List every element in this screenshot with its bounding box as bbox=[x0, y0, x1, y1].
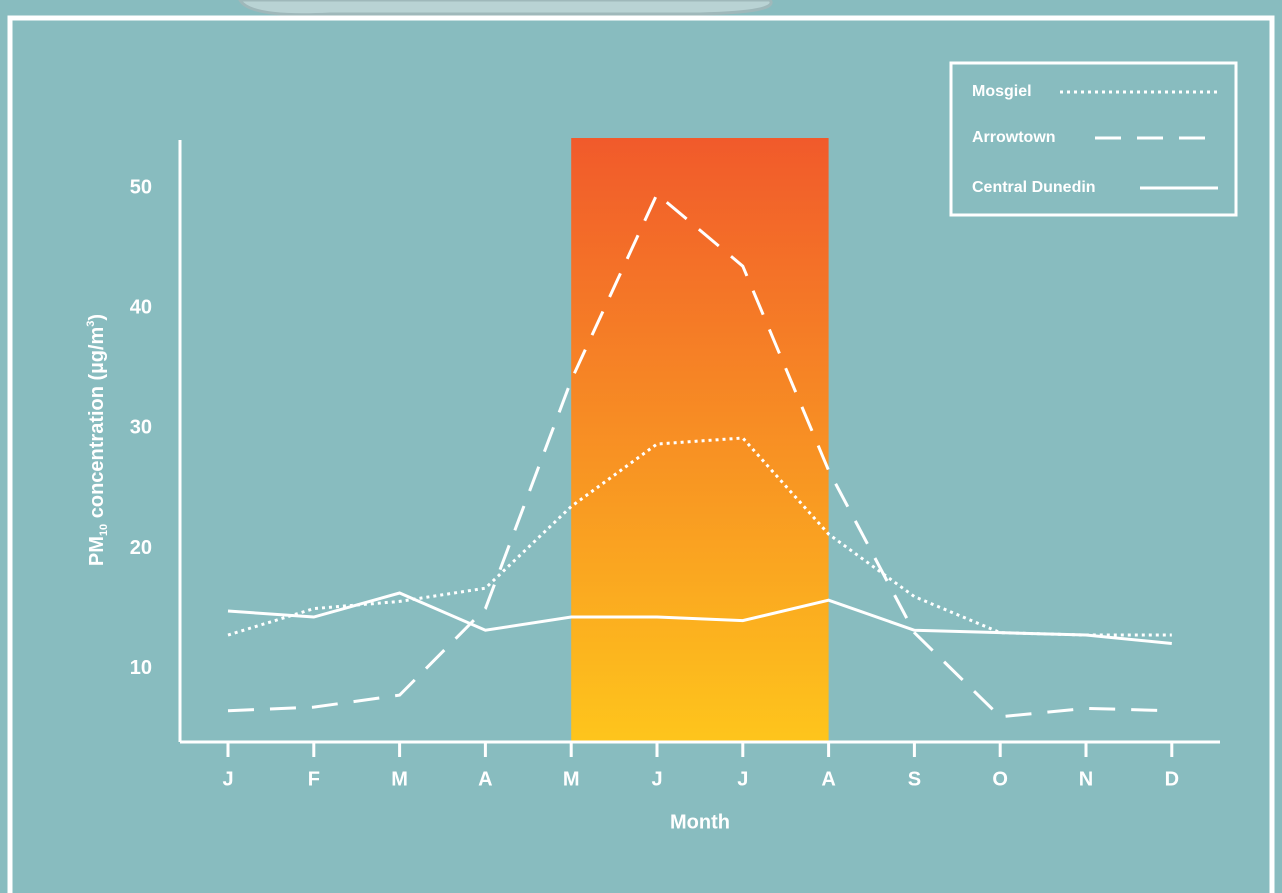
x-tick-label: F bbox=[308, 768, 320, 790]
page: 1020304050JFMAMJJASOND Month PM10 concen… bbox=[0, 0, 1282, 893]
x-tick-label: J bbox=[222, 768, 233, 790]
x-tick-label: S bbox=[908, 768, 921, 790]
y-tick-label: 40 bbox=[130, 297, 152, 319]
y-label-part: concentration (µg/m bbox=[86, 327, 108, 524]
y-tick-label: 10 bbox=[130, 657, 152, 679]
y-tick-label: 30 bbox=[130, 417, 152, 439]
cloud-decoration bbox=[240, 0, 771, 15]
y-tick-label: 20 bbox=[130, 537, 152, 559]
y-tick-label: 50 bbox=[130, 176, 152, 198]
x-tick-label: A bbox=[821, 768, 835, 790]
chart: 1020304050JFMAMJJASOND Month PM10 concen… bbox=[0, 0, 1282, 893]
y-label-part: PM bbox=[86, 536, 108, 566]
legend-label: Mosgiel bbox=[972, 83, 1032, 100]
x-tick-label: O bbox=[992, 768, 1008, 790]
y-label-sub: 10 bbox=[98, 524, 110, 536]
x-tick-label: M bbox=[563, 768, 580, 790]
x-tick-label: J bbox=[737, 768, 748, 790]
legend-label: Central Dunedin bbox=[972, 179, 1096, 196]
x-tick-label: N bbox=[1079, 768, 1093, 790]
x-axis-label: Month bbox=[670, 811, 730, 833]
x-tick-label: D bbox=[1165, 768, 1179, 790]
x-tick-label: M bbox=[391, 768, 408, 790]
legend-label: Arrowtown bbox=[972, 129, 1056, 146]
x-tick-label: J bbox=[651, 768, 662, 790]
x-tick-label: A bbox=[478, 768, 492, 790]
y-label-part: ) bbox=[86, 314, 108, 321]
